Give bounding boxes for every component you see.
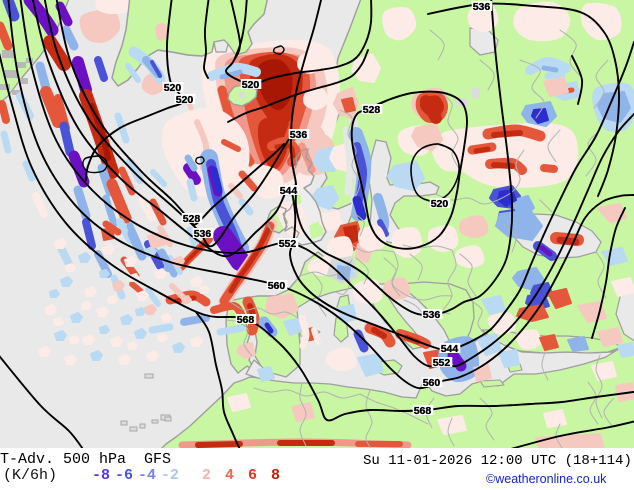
svg-text:544: 544 — [441, 343, 459, 355]
svg-text:520: 520 — [431, 198, 449, 210]
svg-text:552: 552 — [433, 357, 451, 369]
svg-text:536: 536 — [473, 1, 491, 13]
svg-text:536: 536 — [423, 309, 441, 321]
svg-text:536: 536 — [290, 129, 308, 141]
svg-text:552: 552 — [279, 238, 297, 250]
svg-text:560: 560 — [423, 377, 441, 389]
svg-text:544: 544 — [280, 185, 298, 197]
svg-text:536: 536 — [194, 228, 212, 240]
svg-text:528: 528 — [363, 104, 381, 116]
svg-text:520: 520 — [242, 79, 260, 91]
svg-text:568: 568 — [414, 405, 432, 417]
svg-text:520: 520 — [176, 94, 194, 106]
svg-text:520: 520 — [164, 82, 182, 94]
svg-text:568: 568 — [237, 314, 255, 326]
svg-text:528: 528 — [183, 213, 201, 225]
svg-text:560: 560 — [268, 280, 286, 292]
